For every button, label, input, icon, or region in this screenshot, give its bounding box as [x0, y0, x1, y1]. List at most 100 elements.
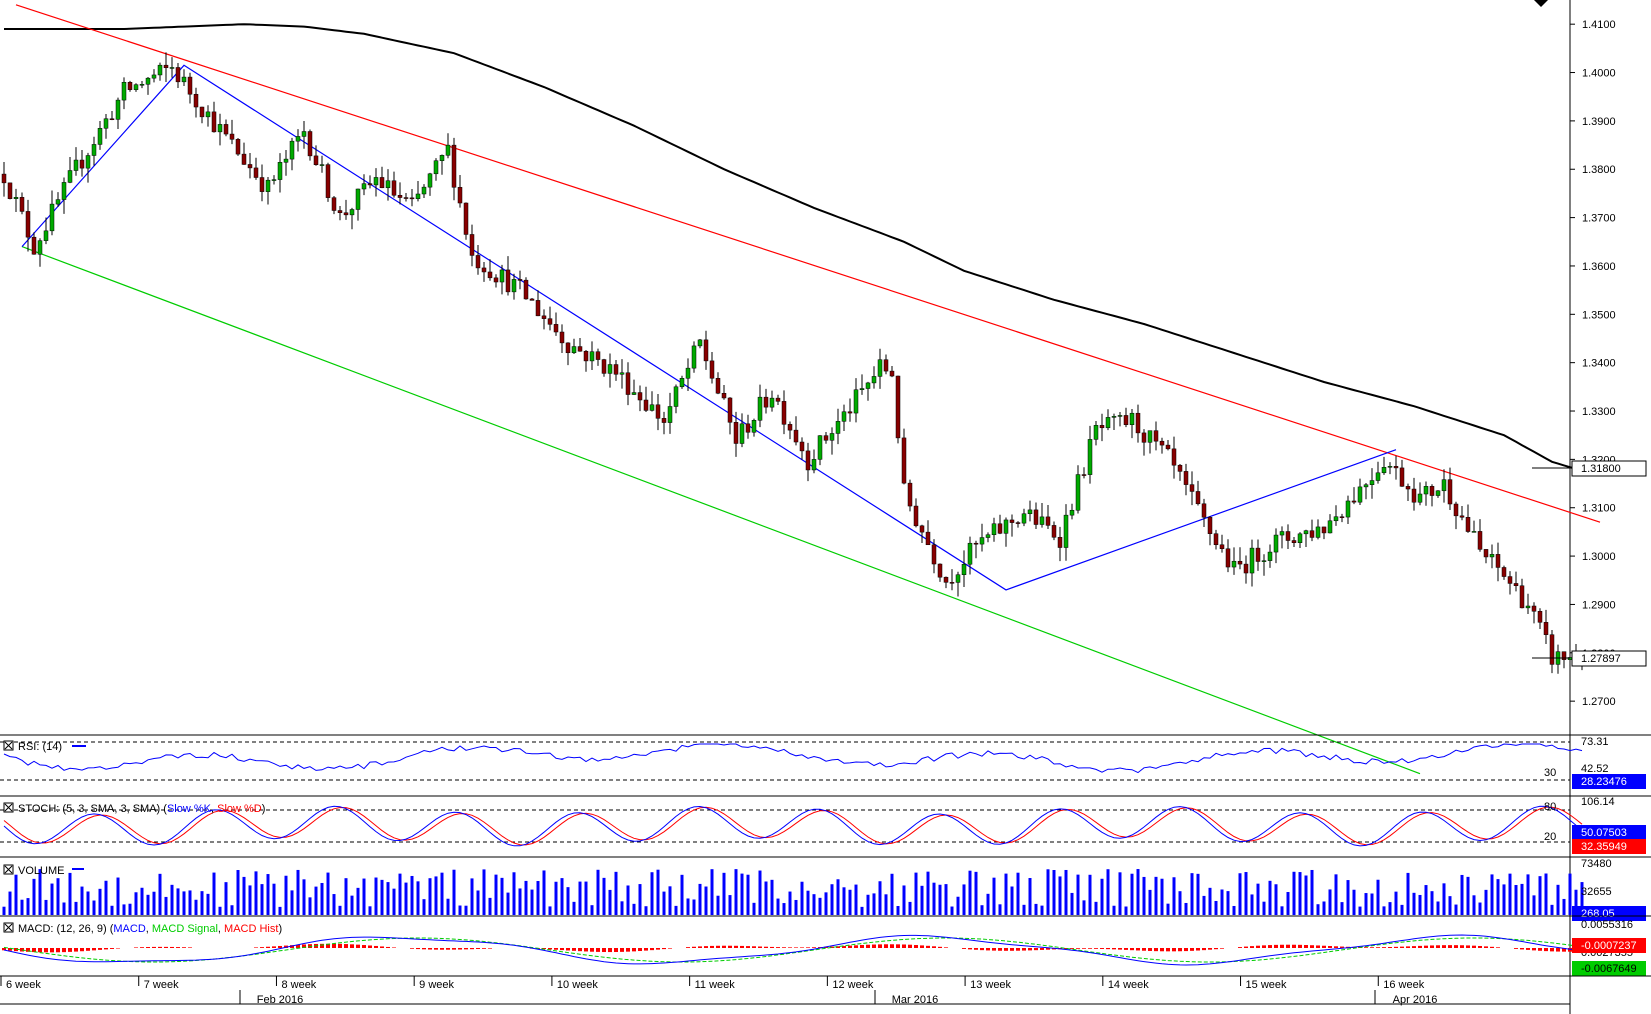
macd-hist-bar	[1154, 948, 1158, 952]
macd-hist-bar	[1250, 946, 1254, 948]
volume-bar	[446, 898, 450, 915]
volume-bar	[662, 891, 666, 915]
candle-body	[91, 144, 97, 156]
candle-body	[685, 367, 691, 379]
macd-hist-bar	[164, 946, 168, 948]
volume-bar	[536, 881, 540, 915]
candle-body	[211, 111, 217, 133]
volume-bar	[266, 874, 270, 915]
candle-body	[835, 421, 841, 434]
macd-hist-bar	[854, 945, 858, 948]
volume-bar	[338, 905, 342, 915]
candle-body	[289, 140, 295, 160]
candle-body	[811, 459, 817, 471]
candle-body	[1051, 525, 1057, 538]
volume-bar	[1046, 869, 1050, 915]
candle-body	[1375, 472, 1381, 481]
candle-body	[1435, 490, 1441, 496]
candle-body	[775, 397, 781, 402]
candle-body	[1123, 415, 1129, 425]
volume-bar	[824, 892, 828, 915]
candle-body	[559, 331, 565, 344]
candle-body	[469, 234, 475, 256]
price-axis: 1.4100 1.4000 1.3900 1.3800 1.3700 1.3600 1.35…	[1570, 19, 1616, 708]
candle-body	[805, 450, 811, 471]
volume-bar	[518, 888, 522, 915]
month-label: Feb 2016	[257, 994, 303, 1006]
rsi-value: 28.23476	[1581, 776, 1627, 788]
macd-hist-bar	[542, 948, 546, 950]
price-tick-label: 1.3500	[1582, 309, 1616, 321]
macd-hist-bar	[272, 946, 276, 948]
volume-bar	[608, 889, 612, 915]
volume-bar	[416, 881, 420, 915]
svg-text:STOCH: (5, 3, SMA, 3, SMA) (Sl: STOCH: (5, 3, SMA, 3, SMA) (Slow %K, Slo…	[18, 803, 265, 815]
candle-body	[649, 404, 655, 411]
macd-hist-bar	[1448, 945, 1452, 948]
macd-hist-bar	[1304, 944, 1308, 948]
macd-hist-bar	[86, 948, 90, 951]
candle-body	[877, 359, 883, 377]
macd-hist-bar	[1340, 946, 1344, 948]
candle-body	[199, 106, 205, 118]
volume-bar	[8, 891, 12, 915]
candle-body	[883, 359, 889, 372]
candle-body	[955, 574, 961, 583]
volume-bar	[1004, 873, 1008, 915]
candle-body	[499, 269, 505, 283]
candle-body	[115, 99, 121, 120]
week-label: 8 week	[281, 979, 316, 991]
volume-bar	[848, 889, 852, 915]
candle-body	[1309, 530, 1315, 538]
candle-body	[793, 429, 799, 443]
volume-bar	[374, 877, 378, 915]
candle-body	[889, 370, 895, 377]
candle-body	[1321, 526, 1327, 534]
macd-hist-bar	[470, 948, 474, 950]
candle-body	[931, 544, 937, 565]
volume-bar	[1190, 873, 1194, 915]
svg-text:MACD: (12, 26, 9) (MACD, MACD: MACD: (12, 26, 9) (MACD, MACD Signal, MA…	[18, 923, 282, 935]
volume-bar	[1016, 872, 1020, 915]
volume-bar	[1556, 884, 1560, 915]
macd-hist-bar	[698, 946, 702, 948]
macd-hist-bar	[1286, 944, 1290, 948]
macd-hist-bar	[368, 945, 372, 948]
macd-hist-bar	[1454, 945, 1458, 948]
volume-bar	[770, 879, 774, 915]
candle-body	[67, 170, 73, 183]
volume-bar	[860, 906, 864, 915]
scroll-marker-icon[interactable]	[1534, 0, 1548, 7]
volume-bar	[104, 880, 108, 915]
volume-bar	[1406, 872, 1410, 915]
candle-body	[829, 433, 835, 441]
volume-bar	[716, 895, 720, 915]
macd-signal-legend: MACD Signal	[152, 923, 218, 935]
volume-bar	[1184, 902, 1188, 915]
volume-bar	[884, 894, 888, 915]
macd-hist-bar	[56, 948, 60, 953]
candle-body	[1297, 533, 1303, 543]
macd-hist-bar	[746, 946, 750, 948]
macd-hist-bar	[1076, 948, 1080, 949]
week-label: 11 week	[695, 979, 736, 991]
candle-body	[1339, 516, 1345, 518]
candle-body	[853, 389, 859, 414]
volume-bar	[458, 905, 462, 915]
macd-hist-bar	[554, 948, 558, 950]
macd-hist-bar	[254, 947, 258, 948]
macd-hist-bar	[1190, 948, 1194, 951]
volume-bar	[1208, 887, 1212, 915]
macd-hist-bar	[284, 945, 288, 948]
macd-legend: MACD	[113, 923, 145, 935]
rsi-panel: RSI: (14) 73.31 42.52 30 28.23476	[0, 736, 1651, 797]
volume-bar	[890, 873, 894, 915]
candle-body	[139, 84, 145, 86]
candle-body	[1003, 519, 1009, 534]
macd-hist-bar	[548, 948, 552, 950]
candle-body	[1357, 486, 1363, 503]
macd-hist-bar	[326, 943, 330, 948]
volume-bar	[26, 898, 30, 915]
volume-bar	[554, 881, 558, 915]
candle-body	[763, 396, 769, 408]
